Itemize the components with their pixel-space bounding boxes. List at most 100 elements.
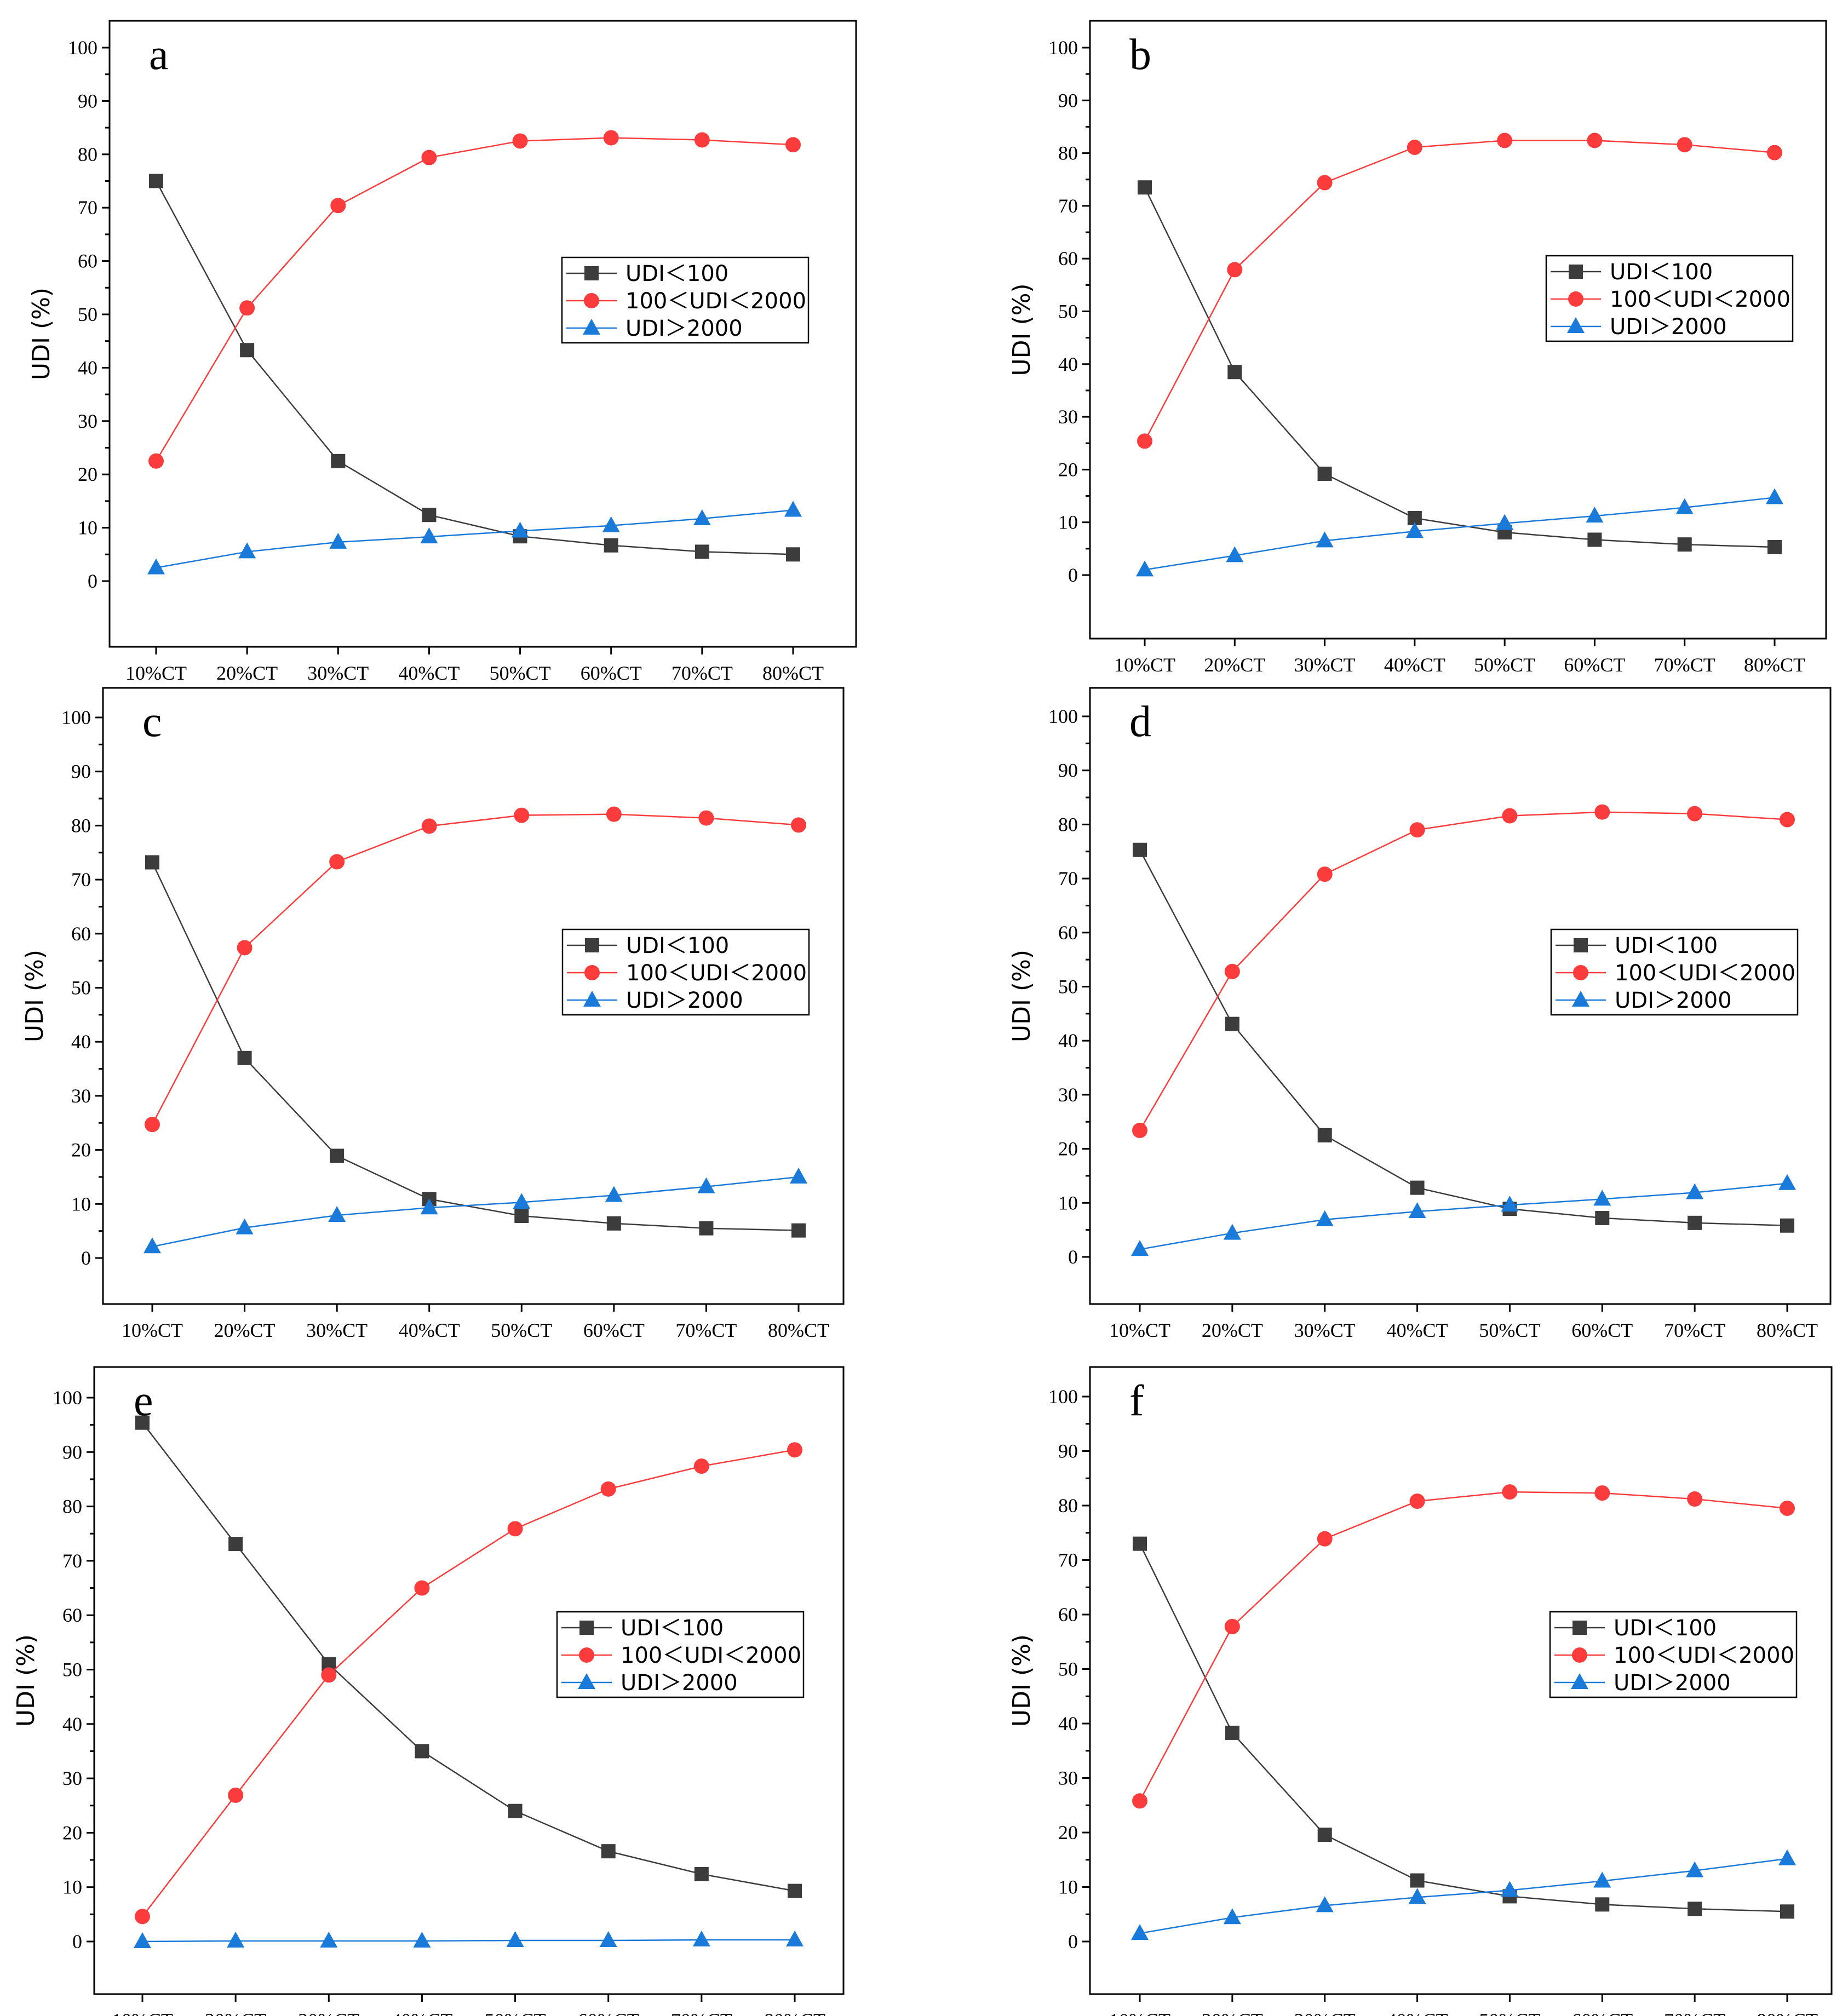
x-tick-label: 30%CT (1294, 1319, 1356, 1341)
x-tick-label: 50%CT (490, 662, 551, 684)
series-line-1 (155, 180, 794, 555)
data-point (236, 1218, 254, 1234)
y-tick-label: 70 (1058, 195, 1078, 217)
data-point (422, 508, 437, 522)
data-point (134, 1932, 151, 1948)
data-point (145, 855, 159, 870)
data-point (1132, 1793, 1147, 1809)
series-line-2 (1139, 811, 1788, 1131)
data-point (1686, 1183, 1704, 1199)
x-tick-label: 80%CT (1744, 654, 1805, 676)
y-tick-label: 90 (62, 1441, 82, 1463)
legend-marker (1572, 1647, 1587, 1663)
x-tick-label: 60%CT (1564, 654, 1625, 676)
legend-marker (584, 965, 600, 980)
legend-label: UDI＞2000 (1615, 988, 1732, 1013)
data-point (421, 150, 437, 165)
y-axis-title: UDI (%) (12, 1634, 40, 1727)
data-point (692, 1931, 710, 1947)
y-tick-label: 70 (1058, 868, 1078, 889)
y-tick-label: 80 (1058, 1495, 1078, 1517)
data-point (329, 854, 345, 870)
x-tick-label: 70%CT (1664, 1319, 1725, 1341)
data-point (1225, 1016, 1239, 1031)
data-point (1780, 1218, 1794, 1233)
data-point (1131, 1924, 1149, 1940)
data-point (1780, 1500, 1795, 1516)
y-tick-label: 30 (71, 1085, 91, 1107)
legend-marker (1572, 1621, 1587, 1635)
y-tick-label: 30 (62, 1767, 82, 1789)
series-line-1 (151, 861, 799, 1231)
data-point (1593, 1871, 1611, 1888)
chart-panel-b: 0 10 20 30 40 50 60 70 80 90 100 10%CT 20%CT 30%CT 40%… (1008, 20, 1827, 676)
legend-label: UDI＜100 (1610, 260, 1713, 285)
data-point (1497, 133, 1513, 148)
data-point (1410, 1873, 1425, 1888)
data-point (784, 501, 802, 517)
data-point (144, 1237, 161, 1254)
series-line-3 (1139, 1182, 1788, 1250)
y-tick-label: 40 (1058, 1713, 1078, 1734)
data-point (606, 1216, 621, 1231)
data-point (420, 1198, 438, 1215)
plot-frame (1089, 687, 1832, 1305)
y-tick-label: 80 (1058, 142, 1078, 164)
y-tick-label: 60 (1058, 922, 1078, 944)
x-tick-label: 10%CT (112, 2009, 173, 2016)
y-tick-label: 10 (1058, 1876, 1078, 1898)
data-point (601, 1844, 616, 1859)
x-tick-label: 60%CT (583, 1319, 645, 1341)
data-point (604, 538, 618, 553)
data-point (1317, 866, 1333, 882)
data-point (1594, 804, 1610, 820)
y-tick-label: 60 (62, 1604, 82, 1626)
chart-panel-d: 0 10 20 30 40 50 60 70 80 90 100 10%CT 20%CT 30%CT 40%… (1008, 687, 1832, 1341)
data-point (238, 542, 256, 559)
legend-label: 100＜UDI＜2000 (1614, 1643, 1794, 1668)
y-tick-label: 50 (78, 303, 97, 325)
data-point (694, 1866, 709, 1881)
legend-label: 100＜UDI＜2000 (625, 289, 806, 314)
legend-label: 100＜UDI＜2000 (621, 1643, 801, 1668)
data-point (786, 1931, 804, 1947)
data-point (1677, 137, 1692, 153)
y-axis-title: UDI (%) (27, 288, 55, 380)
data-point (1131, 1240, 1149, 1256)
x-tick-label: 40%CT (1387, 1319, 1448, 1341)
legend-marker (1572, 991, 1589, 1007)
data-point (1409, 822, 1425, 838)
y-tick-label: 30 (1058, 406, 1078, 428)
legend-marker (1574, 938, 1588, 952)
y-tick-label: 10 (62, 1876, 82, 1898)
legend-marker (1571, 1673, 1588, 1689)
y-tick-label: 40 (62, 1713, 82, 1735)
x-tick-label: 30%CT (306, 1319, 368, 1341)
x-tick-label: 30%CT (298, 2009, 359, 2016)
panel-letter: d (1129, 698, 1151, 746)
x-tick-label: 80%CT (1757, 2009, 1818, 2016)
x-tick-label: 80%CT (768, 1319, 829, 1341)
series-line-3 (142, 1939, 795, 1943)
x-tick-label: 40%CT (1384, 654, 1445, 676)
data-point (1132, 1123, 1147, 1139)
data-point (788, 1883, 802, 1898)
data-point (695, 544, 709, 559)
series-line-3 (1144, 497, 1775, 571)
x-tick-label: 20%CT (214, 1319, 276, 1341)
legend-marker (583, 991, 601, 1007)
data-point (791, 1223, 806, 1238)
x-tick-label: 40%CT (398, 662, 460, 684)
data-point (240, 343, 255, 358)
data-point (1502, 808, 1518, 824)
data-point (693, 1458, 709, 1474)
y-tick-label: 40 (1058, 353, 1078, 375)
y-tick-label: 60 (71, 923, 91, 945)
legend-label: 100＜UDI＜2000 (1610, 287, 1790, 312)
y-tick-label: 100 (1048, 705, 1078, 727)
legend-marker (584, 266, 599, 280)
data-point (785, 137, 801, 153)
y-tick-label: 30 (1058, 1767, 1078, 1789)
y-tick-label: 80 (1058, 813, 1078, 835)
panel-letter: c (142, 698, 162, 746)
